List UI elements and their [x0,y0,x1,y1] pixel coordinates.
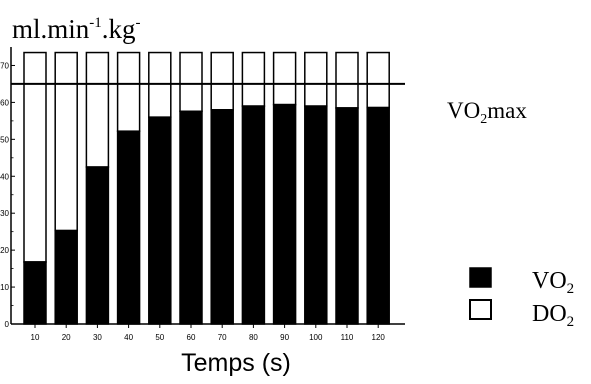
y-tick-label: 50 [0,135,9,144]
bar-vo2 [304,105,328,325]
vo2max-label: VO2max [447,98,527,127]
x-tick-label: 30 [93,333,102,342]
legend-label-vo2-sub: 2 [567,281,575,297]
bar-vo2 [366,106,390,325]
x-tick-label: 50 [155,333,164,342]
vo2max-label-tail: max [487,98,527,123]
bar-vo2 [179,110,203,325]
y-axis-unit-mid: .kg [102,14,136,44]
x-tick-label: 70 [218,333,227,342]
y-axis-unit-label: ml.min-1.kg- [12,14,141,44]
bar-vo2 [148,116,172,325]
bar-do2 [210,51,234,111]
x-tick-label: 20 [62,333,71,342]
y-tick-label: 20 [0,246,9,255]
y-tick-label: 30 [0,209,9,218]
x-tick-label: 120 [372,333,386,342]
y-axis-unit-sup2: - [136,15,141,31]
y-axis-unit-base: ml.min [12,14,90,44]
bar-vo2 [210,109,234,325]
bar-do2 [272,51,297,106]
x-tick-label: 100 [309,333,323,342]
bar-vo2 [335,107,359,325]
bar-vo2 [54,229,78,325]
legend-label-vo2-main: VO [532,268,567,294]
x-tick-label: 80 [249,333,258,342]
x-axis-title: Temps (s) [181,349,291,377]
bar-vo2 [241,105,266,325]
x-tick-label: 60 [187,333,196,342]
y-tick-label: 10 [0,283,9,292]
bar-do2 [304,51,328,107]
x-tick-label: 90 [280,333,289,342]
bar-do2 [54,51,78,232]
bar-vo2 [23,261,47,325]
bar-do2 [366,51,390,109]
y-axis-unit-sup1: -1 [89,15,102,31]
y-tick-label: 40 [0,172,9,181]
bar-vo2 [272,103,297,325]
legend-swatch-vo2 [469,267,492,288]
plot-area: 0 10 20 30 40 50 60 70 10 20 30 40 50 60 70 80 90 100 110 1… [0,47,405,342]
bar-vo2 [85,166,110,325]
legend-label-do2-main: DO [532,301,567,327]
vo2max-label-sub: 2 [480,112,487,127]
bar-do2 [335,51,359,109]
legend-label-vo2: VO2 [532,268,574,297]
y-tick-label: 0 [5,320,10,329]
bar-do2 [85,51,110,168]
vo2max-label-main: VO [447,98,480,123]
bar-do2 [179,51,203,113]
bar-do2 [241,51,266,107]
legend: VO2 DO2 [469,267,574,330]
y-tick-label: 70 [0,61,9,70]
bar-vo2 [116,130,141,325]
legend-swatch-do2 [469,299,492,320]
legend-label-do2-sub: 2 [567,314,575,330]
x-tick-label: 110 [341,333,354,342]
bar-do2 [116,51,141,132]
x-tick-label: 10 [31,333,40,342]
y-tick-label: 60 [0,98,9,107]
legend-label-do2: DO2 [532,301,574,330]
x-tick-label: 40 [124,333,133,342]
